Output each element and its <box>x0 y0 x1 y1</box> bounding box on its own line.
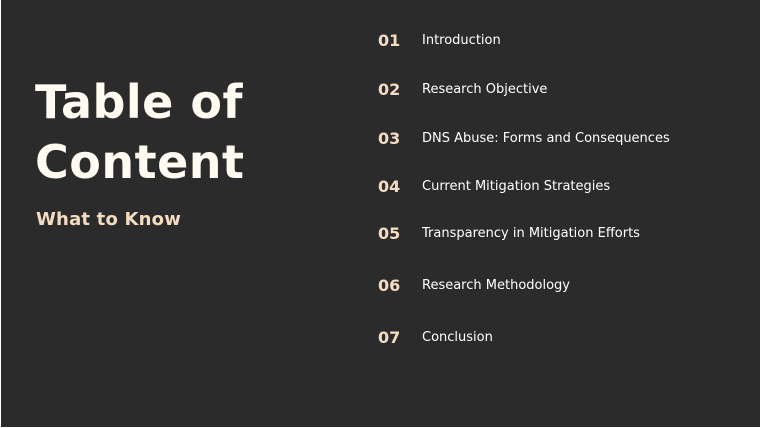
page-title: Table of Content <box>35 72 245 192</box>
toc-label: Research Objective <box>422 82 548 97</box>
toc-number: 04 <box>378 177 401 196</box>
toc-label: Transparency in Mitigation Efforts <box>422 226 640 241</box>
toc-number: 01 <box>378 31 401 50</box>
toc-label: DNS Abuse: Forms and Consequences <box>422 131 670 146</box>
subtitle: What to Know <box>36 209 182 230</box>
toc-number: 03 <box>378 129 401 148</box>
title-line-1: Table of <box>35 75 244 129</box>
toc-number: 06 <box>378 276 401 295</box>
toc-number: 02 <box>378 80 401 99</box>
toc-label: Research Methodology <box>422 278 570 293</box>
toc-number: 07 <box>378 328 401 347</box>
toc-number: 05 <box>378 224 401 243</box>
toc-label: Conclusion <box>422 330 493 345</box>
toc-label: Introduction <box>422 33 501 48</box>
title-line-2: Content <box>35 135 245 189</box>
toc-label: Current Mitigation Strategies <box>422 179 611 194</box>
